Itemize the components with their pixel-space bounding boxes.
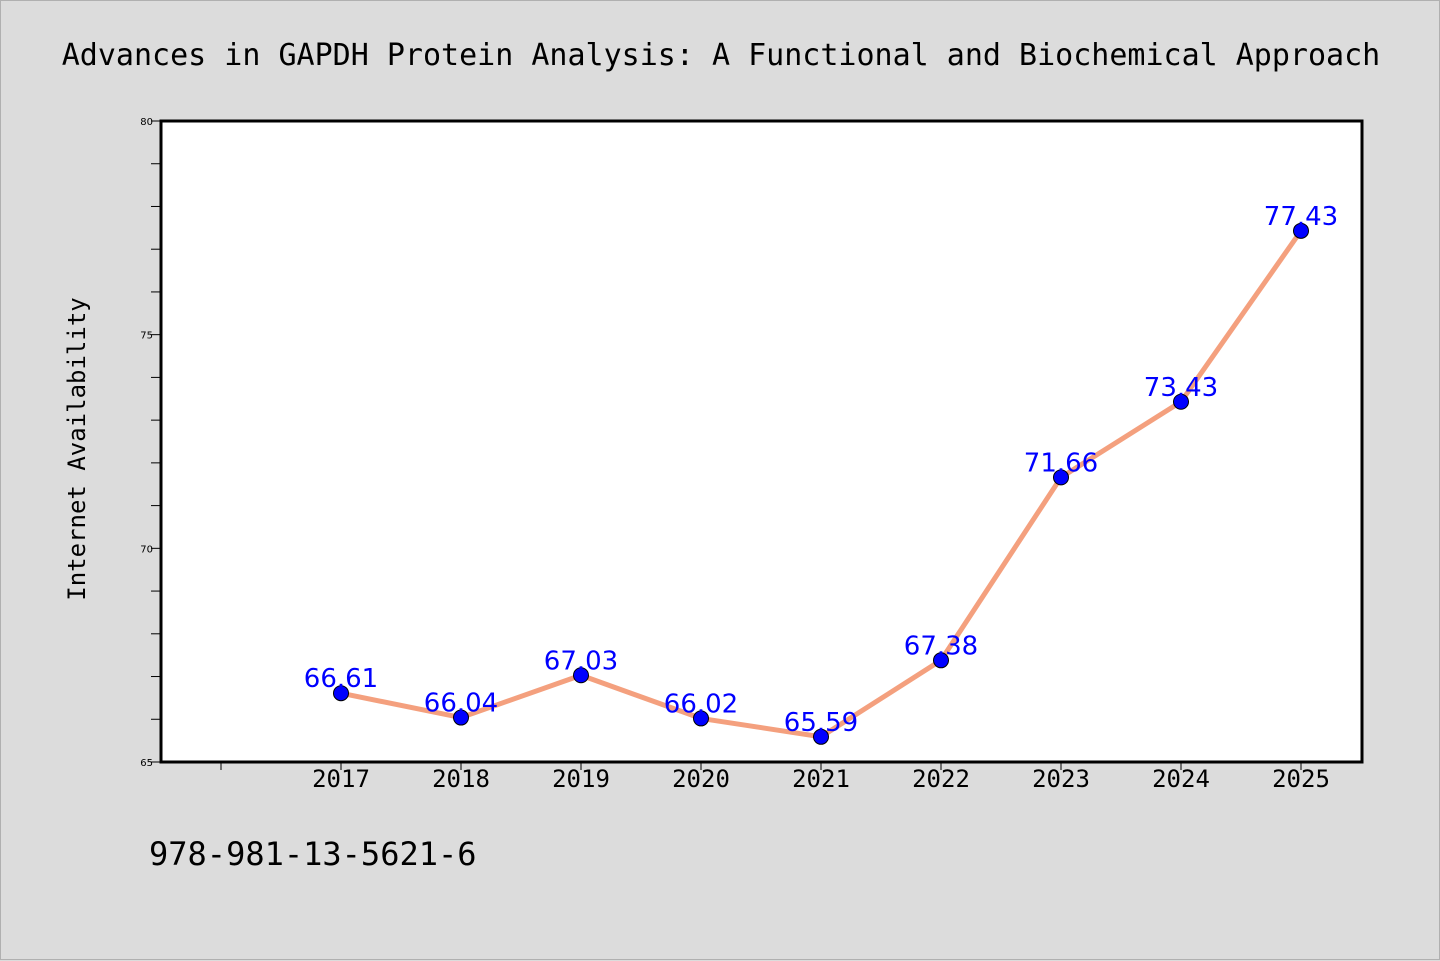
axes: 65 70 75 80 2017 2018 2019 2020 2021 2022 2023 2024…: [140, 117, 1330, 793]
data-point-marker: [1293, 222, 1309, 239]
marker-group: [333, 222, 1309, 745]
y-axis-label: Internet Availability: [63, 297, 91, 600]
data-label: 66.61: [304, 664, 378, 694]
data-label-group: 66.61 66.04 67.03 66.02 65.59 67.38 71.66 73.43…: [304, 202, 1338, 738]
x-tick-label: 2025: [1272, 765, 1330, 793]
data-label: 66.02: [664, 689, 738, 719]
x-tick-label: 2024: [1152, 765, 1210, 793]
data-point-marker: [333, 685, 349, 702]
data-point-marker: [453, 709, 469, 726]
data-label: 71.66: [1024, 448, 1098, 478]
data-label: 67.03: [544, 646, 618, 676]
data-point-marker: [1173, 393, 1189, 410]
data-point-marker: [1053, 469, 1069, 486]
data-point-marker: [693, 710, 709, 727]
data-point-marker: [573, 667, 589, 684]
data-point-marker: [933, 652, 949, 669]
data-label: 67.38: [904, 631, 978, 661]
y-tick-label: 65: [140, 758, 153, 769]
x-tick-label: 2023: [1032, 765, 1090, 793]
y-tick-label: 75: [140, 331, 153, 342]
data-label: 73.43: [1144, 373, 1218, 403]
plot-area: [161, 121, 1362, 762]
x-tick-label: 2019: [552, 765, 610, 793]
x-tick-label: 2021: [792, 765, 850, 793]
x-tick-label: 2017: [312, 765, 370, 793]
x-tick-label: 2022: [912, 765, 970, 793]
data-label: 66.04: [424, 689, 498, 719]
data-label: 65.59: [784, 708, 858, 738]
x-tick-label: 2020: [672, 765, 730, 793]
data-label: 77.43: [1264, 202, 1338, 232]
y-tick-label: 80: [140, 117, 153, 128]
data-point-marker: [813, 728, 829, 745]
plot-frame: [159, 119, 1364, 764]
y-tick-label: 70: [140, 544, 153, 555]
chart-title: Advances in GAPDH Protein Analysis: A Fu…: [62, 38, 1381, 73]
isbn-text: 978-981-13-5621-6: [149, 835, 477, 873]
x-tick-label: 2018: [432, 765, 490, 793]
